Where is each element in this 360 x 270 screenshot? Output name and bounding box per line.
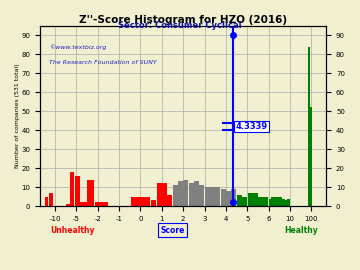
Bar (157, 183, 162, 206)
Bar (285, 200, 287, 206)
Bar (80, 202, 87, 206)
Bar (194, 181, 199, 206)
Bar (258, 197, 268, 206)
Bar (205, 187, 210, 206)
Bar (248, 193, 257, 206)
Bar (310, 107, 312, 206)
Bar (308, 47, 310, 206)
Bar (189, 183, 194, 206)
Bar (45, 197, 49, 206)
Bar (287, 198, 290, 206)
Bar (95, 202, 108, 206)
Text: Unhealthy: Unhealthy (50, 226, 94, 235)
Bar (226, 191, 231, 206)
Bar (269, 198, 271, 206)
Text: Healthy: Healthy (284, 226, 318, 235)
Bar (282, 198, 284, 206)
Bar (66, 204, 70, 206)
Bar (75, 176, 80, 206)
Bar (131, 197, 150, 206)
Bar (221, 189, 226, 206)
Bar (242, 197, 247, 206)
Bar (271, 197, 274, 206)
Text: 4.3339: 4.3339 (235, 122, 267, 131)
Text: Sector: Consumer Cyclical: Sector: Consumer Cyclical (118, 21, 242, 30)
Bar (49, 193, 53, 206)
Bar (279, 197, 282, 206)
Bar (167, 195, 172, 206)
Bar (237, 195, 242, 206)
Bar (183, 180, 188, 206)
Bar (178, 181, 183, 206)
Bar (173, 185, 177, 206)
Y-axis label: Number of companies (531 total): Number of companies (531 total) (15, 64, 20, 168)
Text: Score: Score (160, 226, 185, 235)
Bar (277, 197, 279, 206)
Bar (87, 180, 94, 206)
Bar (231, 189, 237, 206)
Bar (151, 200, 156, 206)
Bar (199, 185, 204, 206)
Bar (274, 197, 276, 206)
Title: Z''-Score Histogram for HZO (2016): Z''-Score Histogram for HZO (2016) (79, 15, 287, 25)
Bar (162, 183, 167, 206)
Bar (70, 172, 74, 206)
Bar (210, 187, 215, 206)
Text: ©www.textbiz.org: ©www.textbiz.org (49, 45, 106, 50)
Text: The Research Foundation of SUNY: The Research Foundation of SUNY (49, 60, 157, 65)
Bar (215, 187, 220, 206)
